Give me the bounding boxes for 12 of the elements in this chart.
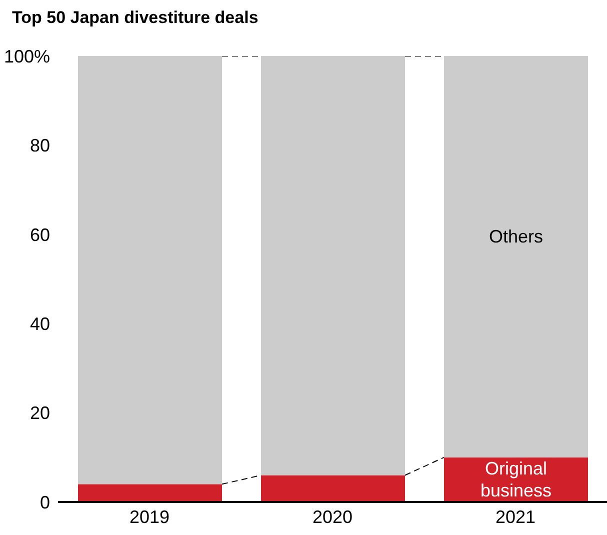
chart-title: Top 50 Japan divestiture deals (12, 8, 258, 28)
series-label: Others (488, 226, 544, 247)
x-tick-label: 2019 (129, 506, 170, 527)
y-tick-label: 20 (30, 403, 50, 424)
y-tick-label: 0 (40, 492, 50, 512)
y-tick-label: 100% (4, 46, 50, 66)
x-tick-label: 2020 (312, 506, 353, 527)
y-tick-label: 40 (30, 314, 50, 334)
series-label: Original business (480, 458, 552, 501)
x-tick-label: 2021 (495, 506, 536, 527)
y-tick-label: 60 (30, 224, 50, 245)
y-tick-label: 80 (30, 136, 50, 156)
